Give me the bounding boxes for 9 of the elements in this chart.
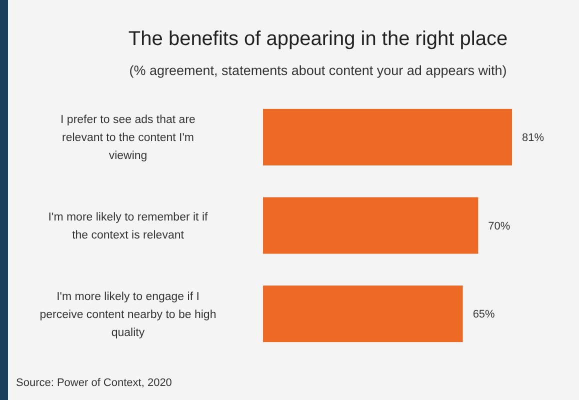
y-tick-label: I prefer to see ads that are relevant to the content I'm viewing bbox=[60, 114, 196, 162]
y-tick-label: I'm more likely to engage if I perceive content nearby to be high quality bbox=[40, 290, 216, 339]
chart-title: The benefits of appearing in the right place bbox=[128, 28, 508, 50]
chart-subtitle: (% agreement, statements about content your ad appears with) bbox=[129, 63, 507, 78]
data-label: 81% bbox=[522, 132, 544, 144]
data-label: 65% bbox=[472, 308, 496, 321]
y-tick-label: I'm more likely to remember it if the context is relevant bbox=[48, 212, 208, 242]
data-label: 70% bbox=[488, 220, 510, 232]
source-note: Source: Power of Context, 2020 bbox=[16, 377, 172, 389]
